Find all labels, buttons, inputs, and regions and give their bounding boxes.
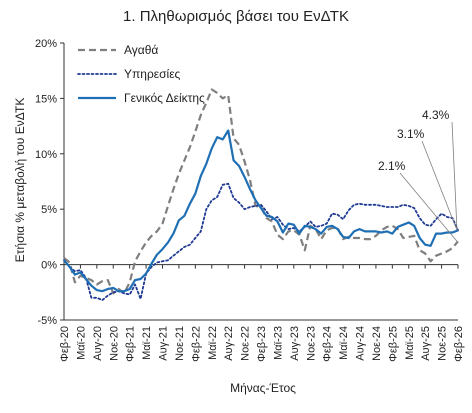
x-tick-label: Μαϊ-24 <box>338 326 350 360</box>
x-tick-label: Φεβ-25 <box>387 326 399 362</box>
y-tick-label: 15% <box>35 93 57 105</box>
y-axis-label: Ετήσια % μεταβολή του ΕνΔΤΚ <box>13 98 27 263</box>
annotation-leader-services <box>451 121 458 231</box>
y-tick-label: 20% <box>35 38 57 50</box>
legend: Αγαθά Υπηρεσίες Γενικός Δείκτης <box>77 43 205 105</box>
x-tick-label: Μαϊ-25 <box>404 326 416 360</box>
legend-label-services: Υπηρεσίες <box>124 67 181 81</box>
x-tick-label: Μαϊ-20 <box>75 326 87 360</box>
x-axis-label: Μήνας-Έτος <box>230 381 296 395</box>
y-tick-label: 10% <box>35 149 57 161</box>
x-tick-label: Φεβ-21 <box>125 326 137 362</box>
x-tick-label: Αυγ-23 <box>289 326 301 361</box>
series-line-services <box>63 182 459 302</box>
x-tick-label: Νοε-23 <box>305 326 317 361</box>
annotations-layer: 2.1% 3.1% 4.3% <box>378 108 458 242</box>
annotation-label-services: 4.3% <box>422 108 450 122</box>
chart-title: 1. Πληθωρισμός βάσει του ΕνΔΤΚ <box>123 8 349 25</box>
x-tick-label: Νοε-24 <box>371 326 383 361</box>
annotation-leader-goods <box>399 172 458 242</box>
x-tick-label: Φεβ-24 <box>322 326 334 362</box>
x-tick-label: Νοε-21 <box>174 326 186 361</box>
legend-label-goods: Αγαθά <box>124 43 158 57</box>
x-tick-label: Φεβ-23 <box>256 326 268 362</box>
series-line-headline <box>63 129 459 293</box>
annotation-leader-headline <box>421 140 458 231</box>
x-tick-label: Αυγ-22 <box>223 326 235 361</box>
x-tick-label: Αυγ-20 <box>92 326 104 361</box>
annotation-label-goods: 2.1% <box>378 159 406 173</box>
y-tick-label: 0% <box>41 260 57 272</box>
x-tick-label: Μαϊ-22 <box>207 326 219 360</box>
x-tick-label: Νοε-20 <box>108 326 120 361</box>
legend-label-headline: Γενικός Δείκτης <box>124 91 205 105</box>
x-tick-label: Φεβ-20 <box>59 326 71 362</box>
x-tick-label: Αυγ-24 <box>355 326 367 361</box>
series-layer <box>63 88 459 302</box>
y-tick-label: 5% <box>41 204 57 216</box>
axes-layer: -5% 0% 5% 10% 15% 20% Φεβ-20 Μαϊ-20 Αυγ-20 Νοε-20… <box>35 38 465 362</box>
x-tick-label: Αυγ-25 <box>420 326 432 361</box>
y-tick-label: -5% <box>37 315 57 327</box>
x-tick-label: Νοε-22 <box>240 326 252 361</box>
annotation-label-headline: 3.1% <box>397 127 425 141</box>
x-tick-label: Αυγ-21 <box>158 326 170 361</box>
x-tick-label: Νοε-25 <box>437 326 449 361</box>
x-tick-label: Φεβ-22 <box>190 326 202 362</box>
x-tick-label: Φεβ-26 <box>453 326 465 362</box>
x-tick-label: Μαϊ-23 <box>272 326 284 360</box>
x-tick-label: Μαϊ-21 <box>141 326 153 360</box>
series-line-goods <box>63 88 459 295</box>
